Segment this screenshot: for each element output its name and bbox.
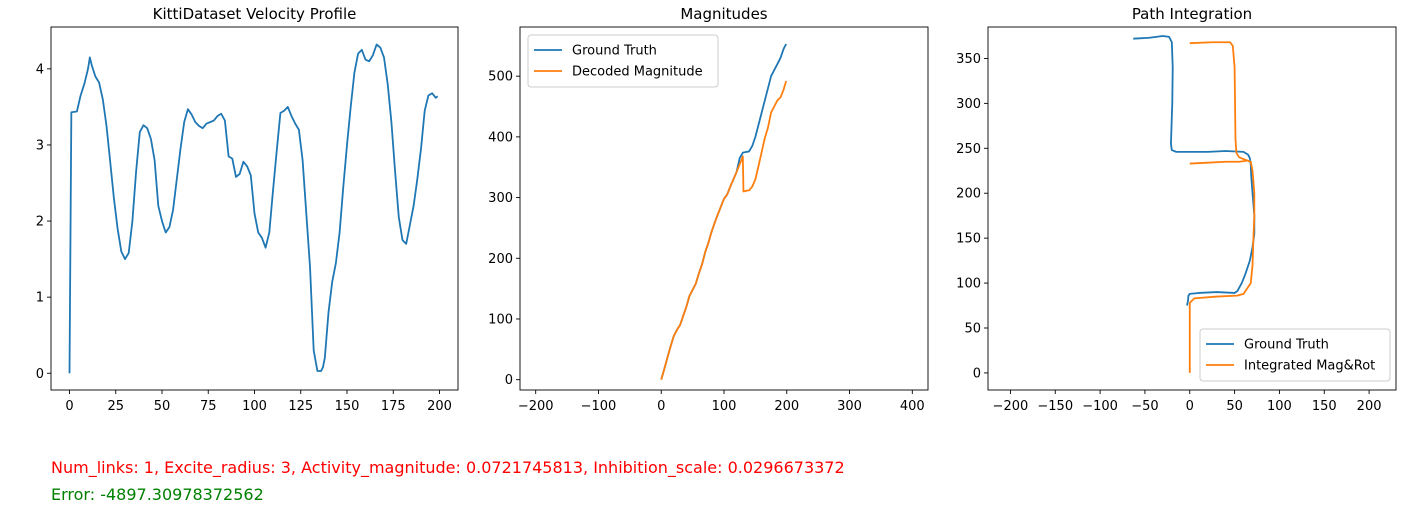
- legend-label: Ground Truth: [572, 44, 657, 59]
- series-line-integrated-mag-rot: [1188, 41, 1256, 373]
- y-tick-label: 0: [505, 373, 513, 388]
- legend-label: Integrated Mag&Rot: [1244, 359, 1375, 374]
- x-tick-label: 400: [900, 399, 925, 414]
- x-tick-label: −200: [993, 399, 1029, 414]
- params-text: Num_links: 1, Excite_radius: 3, Activity…: [51, 458, 845, 477]
- x-tick-label: 125: [288, 399, 313, 414]
- x-tick-label: −100: [581, 399, 617, 414]
- x-tick-label: −150: [1037, 399, 1073, 414]
- x-tick-label: 0: [657, 399, 665, 414]
- y-tick-label: 3: [36, 138, 44, 153]
- y-tick-label: 250: [956, 142, 981, 157]
- x-tick-label: 25: [107, 399, 124, 414]
- axes-frame: [987, 26, 1397, 391]
- x-tick-label: 200: [1357, 399, 1382, 414]
- legend: Ground Truth Decoded Magnitude: [527, 34, 719, 88]
- y-tick-label: 200: [956, 187, 981, 202]
- y-tick-label: 350: [956, 52, 981, 67]
- x-tick-label: −100: [1082, 399, 1118, 414]
- x-tick-label: 175: [381, 399, 406, 414]
- x-tick-label: 200: [427, 399, 452, 414]
- y-tick-label: 2: [36, 215, 44, 230]
- x-tick-label: 50: [154, 399, 171, 414]
- x-tick-label: 300: [837, 399, 862, 414]
- chart-panel-2: −200 −100 0 100 200 300 400 0 100 200 300 400 500 Mag…: [488, 5, 929, 414]
- series-line-ground-truth: [660, 43, 787, 380]
- series-line-path-1: [68, 43, 439, 374]
- x-tick-label: 100: [712, 399, 737, 414]
- y-tick-label: 500: [488, 70, 513, 85]
- y-tick-label: 0: [36, 367, 44, 382]
- y-tick-label: 100: [956, 277, 981, 292]
- legend: Ground Truth Integrated Mag&Rot: [1199, 328, 1391, 382]
- legend-label: Decoded Magnitude: [572, 65, 703, 80]
- x-tick-label: 0: [65, 399, 73, 414]
- legend-label: Ground Truth: [1244, 338, 1329, 353]
- chart-title: KittiDataset Velocity Profile: [153, 5, 357, 23]
- y-tick-label: 150: [956, 232, 981, 247]
- y-tick-label: 0: [973, 366, 981, 381]
- y-tick-label: 50: [964, 322, 981, 337]
- chart-panel-3: −200 −150 −100 −50 0 50 100 150 200 0 50 100 150 200 2…: [956, 5, 1397, 414]
- y-tick-label: 100: [488, 312, 513, 327]
- chart-title: Path Integration: [1132, 5, 1252, 23]
- x-tick-label: 0: [1186, 399, 1194, 414]
- error-text: Error: -4897.30978372562: [51, 485, 264, 504]
- series-line-ground-truth: [1133, 35, 1256, 306]
- y-tick-label: 4: [36, 62, 44, 77]
- x-tick-label: 75: [200, 399, 217, 414]
- y-tick-label: 300: [956, 97, 981, 112]
- x-tick-label: 100: [1267, 399, 1292, 414]
- x-tick-label: 150: [1312, 399, 1337, 414]
- x-tick-label: 50: [1226, 399, 1243, 414]
- chart-title: Magnitudes: [680, 5, 767, 23]
- x-tick-label: 150: [335, 399, 360, 414]
- y-tick-label: 400: [488, 130, 513, 145]
- legend-box: [1199, 328, 1391, 382]
- x-tick-label: −200: [518, 399, 554, 414]
- x-tick-label: 200: [774, 399, 799, 414]
- y-tick-label: 200: [488, 252, 513, 267]
- series-line-decoded-magnitude: [660, 80, 788, 380]
- y-tick-label: 1: [36, 291, 44, 306]
- y-tick-label: 300: [488, 191, 513, 206]
- series-line-path-3: [1189, 159, 1247, 165]
- x-tick-label: −50: [1131, 399, 1158, 414]
- chart-panel-1: 0 25 50 75 100 125 150 175 200 0 1 2 3 4 KittiDataset …: [36, 5, 459, 414]
- x-tick-label: 100: [242, 399, 267, 414]
- legend-box: [527, 34, 719, 88]
